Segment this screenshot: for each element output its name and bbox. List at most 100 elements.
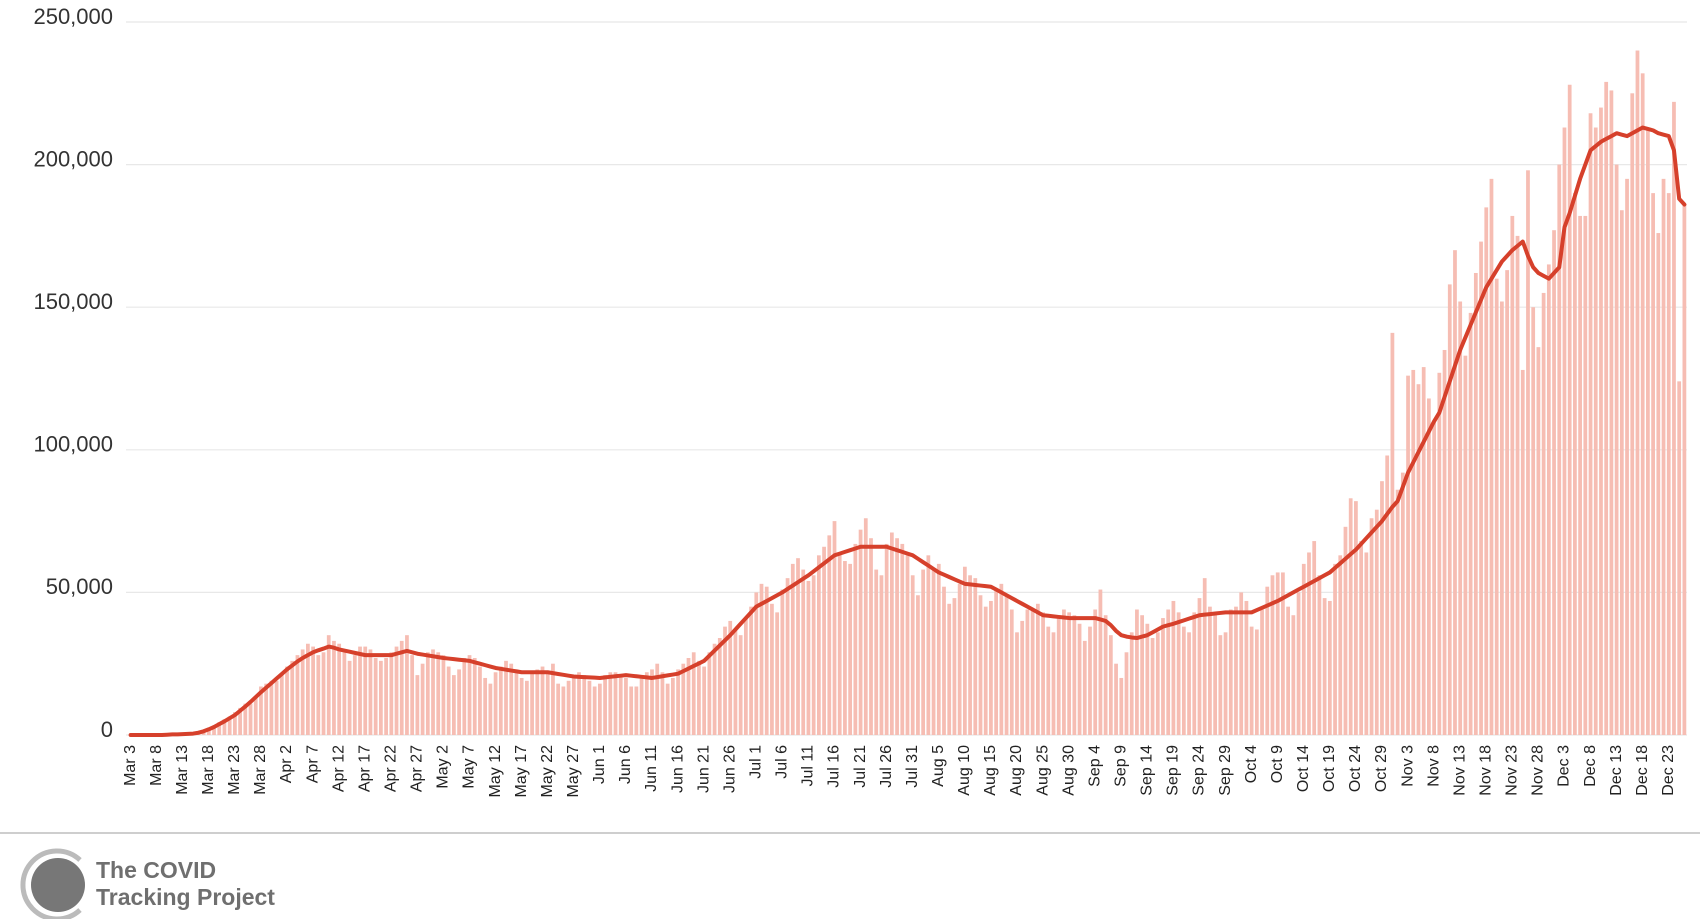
bar: [1082, 640, 1087, 735]
bar: [540, 666, 545, 735]
bar: [571, 675, 576, 735]
x-tick-label: Oct 14: [1295, 745, 1312, 792]
x-tick-label: Oct 29: [1373, 745, 1390, 792]
bar: [1609, 90, 1614, 735]
bar: [1599, 107, 1603, 735]
bar: [337, 643, 342, 735]
x-tick-label: Jul 26: [878, 745, 895, 788]
bar: [989, 600, 993, 735]
bar: [436, 652, 441, 735]
x-tick-label: Sep 29: [1217, 745, 1234, 796]
bar: [556, 683, 561, 735]
bar: [394, 646, 399, 735]
bar: [478, 666, 482, 735]
y-tick-label: 50,000: [46, 574, 113, 599]
x-tick-label: Aug 15: [982, 745, 999, 796]
bar: [686, 657, 691, 735]
x-tick-label: Jun 6: [617, 745, 634, 784]
brand-line: Tracking Project: [96, 884, 275, 910]
bar: [1275, 572, 1280, 735]
x-tick-label: Mar 23: [226, 745, 243, 795]
bar: [483, 677, 488, 735]
x-tick-label: May 2: [435, 745, 452, 789]
bar: [243, 703, 248, 735]
bar: [1312, 541, 1317, 735]
bar: [1531, 307, 1536, 735]
x-tick-label: Sep 14: [1139, 745, 1156, 796]
bar: [1265, 586, 1270, 735]
bar: [384, 657, 388, 735]
bar: [1307, 552, 1311, 735]
bar: [1656, 233, 1661, 735]
x-tick-label: May 17: [513, 745, 530, 798]
bar: [504, 660, 508, 735]
bar: [790, 563, 795, 735]
bar: [1406, 375, 1410, 735]
bar: [770, 603, 774, 735]
y-tick-label: 200,000: [33, 146, 113, 171]
bar: [1479, 241, 1483, 735]
bar: [1088, 626, 1092, 735]
bar: [1661, 178, 1666, 736]
bar: [832, 521, 837, 735]
bar: [691, 652, 696, 735]
x-tick-label: Apr 17: [356, 745, 373, 792]
bar: [1260, 609, 1264, 735]
bar: [311, 646, 315, 735]
bar: [1510, 215, 1515, 735]
bar: [566, 680, 571, 735]
bar: [488, 683, 493, 735]
logo: The COVID Tracking Project: [20, 848, 275, 919]
bar: [655, 663, 660, 735]
bar: [608, 672, 613, 735]
x-tick-label: Mar 13: [174, 745, 191, 795]
bar: [660, 672, 665, 735]
bar: [1520, 369, 1525, 735]
x-tick-label: Aug 25: [1034, 745, 1051, 796]
bar: [931, 569, 936, 735]
bars: [160, 50, 1687, 736]
bar: [921, 569, 926, 735]
bar: [233, 712, 237, 735]
labels: 0 50,000 100,000 150,000 200,000 250,000 Mar 3…: [33, 4, 1677, 798]
bar: [613, 672, 618, 735]
bar: [342, 652, 347, 735]
bar: [999, 583, 1004, 735]
x-tick-label: Mar 28: [252, 745, 269, 795]
y-tick-label: 100,000: [33, 432, 113, 457]
bar: [514, 669, 519, 735]
bar: [697, 660, 701, 735]
bar: [587, 680, 592, 735]
bar: [577, 672, 581, 735]
bar: [811, 575, 816, 735]
bar: [415, 675, 420, 735]
bar: [1369, 518, 1374, 735]
bar: [962, 566, 967, 735]
bar: [561, 686, 566, 735]
bar: [1484, 207, 1489, 735]
bar: [827, 535, 832, 735]
bar: [1500, 301, 1504, 735]
bar: [1646, 127, 1650, 736]
bar: [1593, 127, 1598, 736]
x-tick-label: Jul 21: [852, 745, 869, 788]
bar: [879, 575, 884, 735]
bar: [1124, 652, 1129, 735]
bar: [1374, 509, 1379, 735]
bar: [399, 640, 404, 735]
bar: [1672, 101, 1676, 735]
bar: [1614, 164, 1619, 736]
bar: [316, 655, 321, 735]
x-tick-label: Dec 8: [1582, 745, 1599, 787]
bar: [1239, 592, 1244, 735]
x-tick-label: Apr 27: [409, 745, 426, 792]
bar: [983, 606, 988, 735]
bar: [957, 583, 962, 735]
bar: [1155, 632, 1160, 735]
bar: [978, 595, 983, 735]
bar: [1427, 398, 1431, 735]
bar: [332, 640, 336, 735]
bar: [1051, 632, 1056, 735]
bar: [1249, 626, 1254, 735]
